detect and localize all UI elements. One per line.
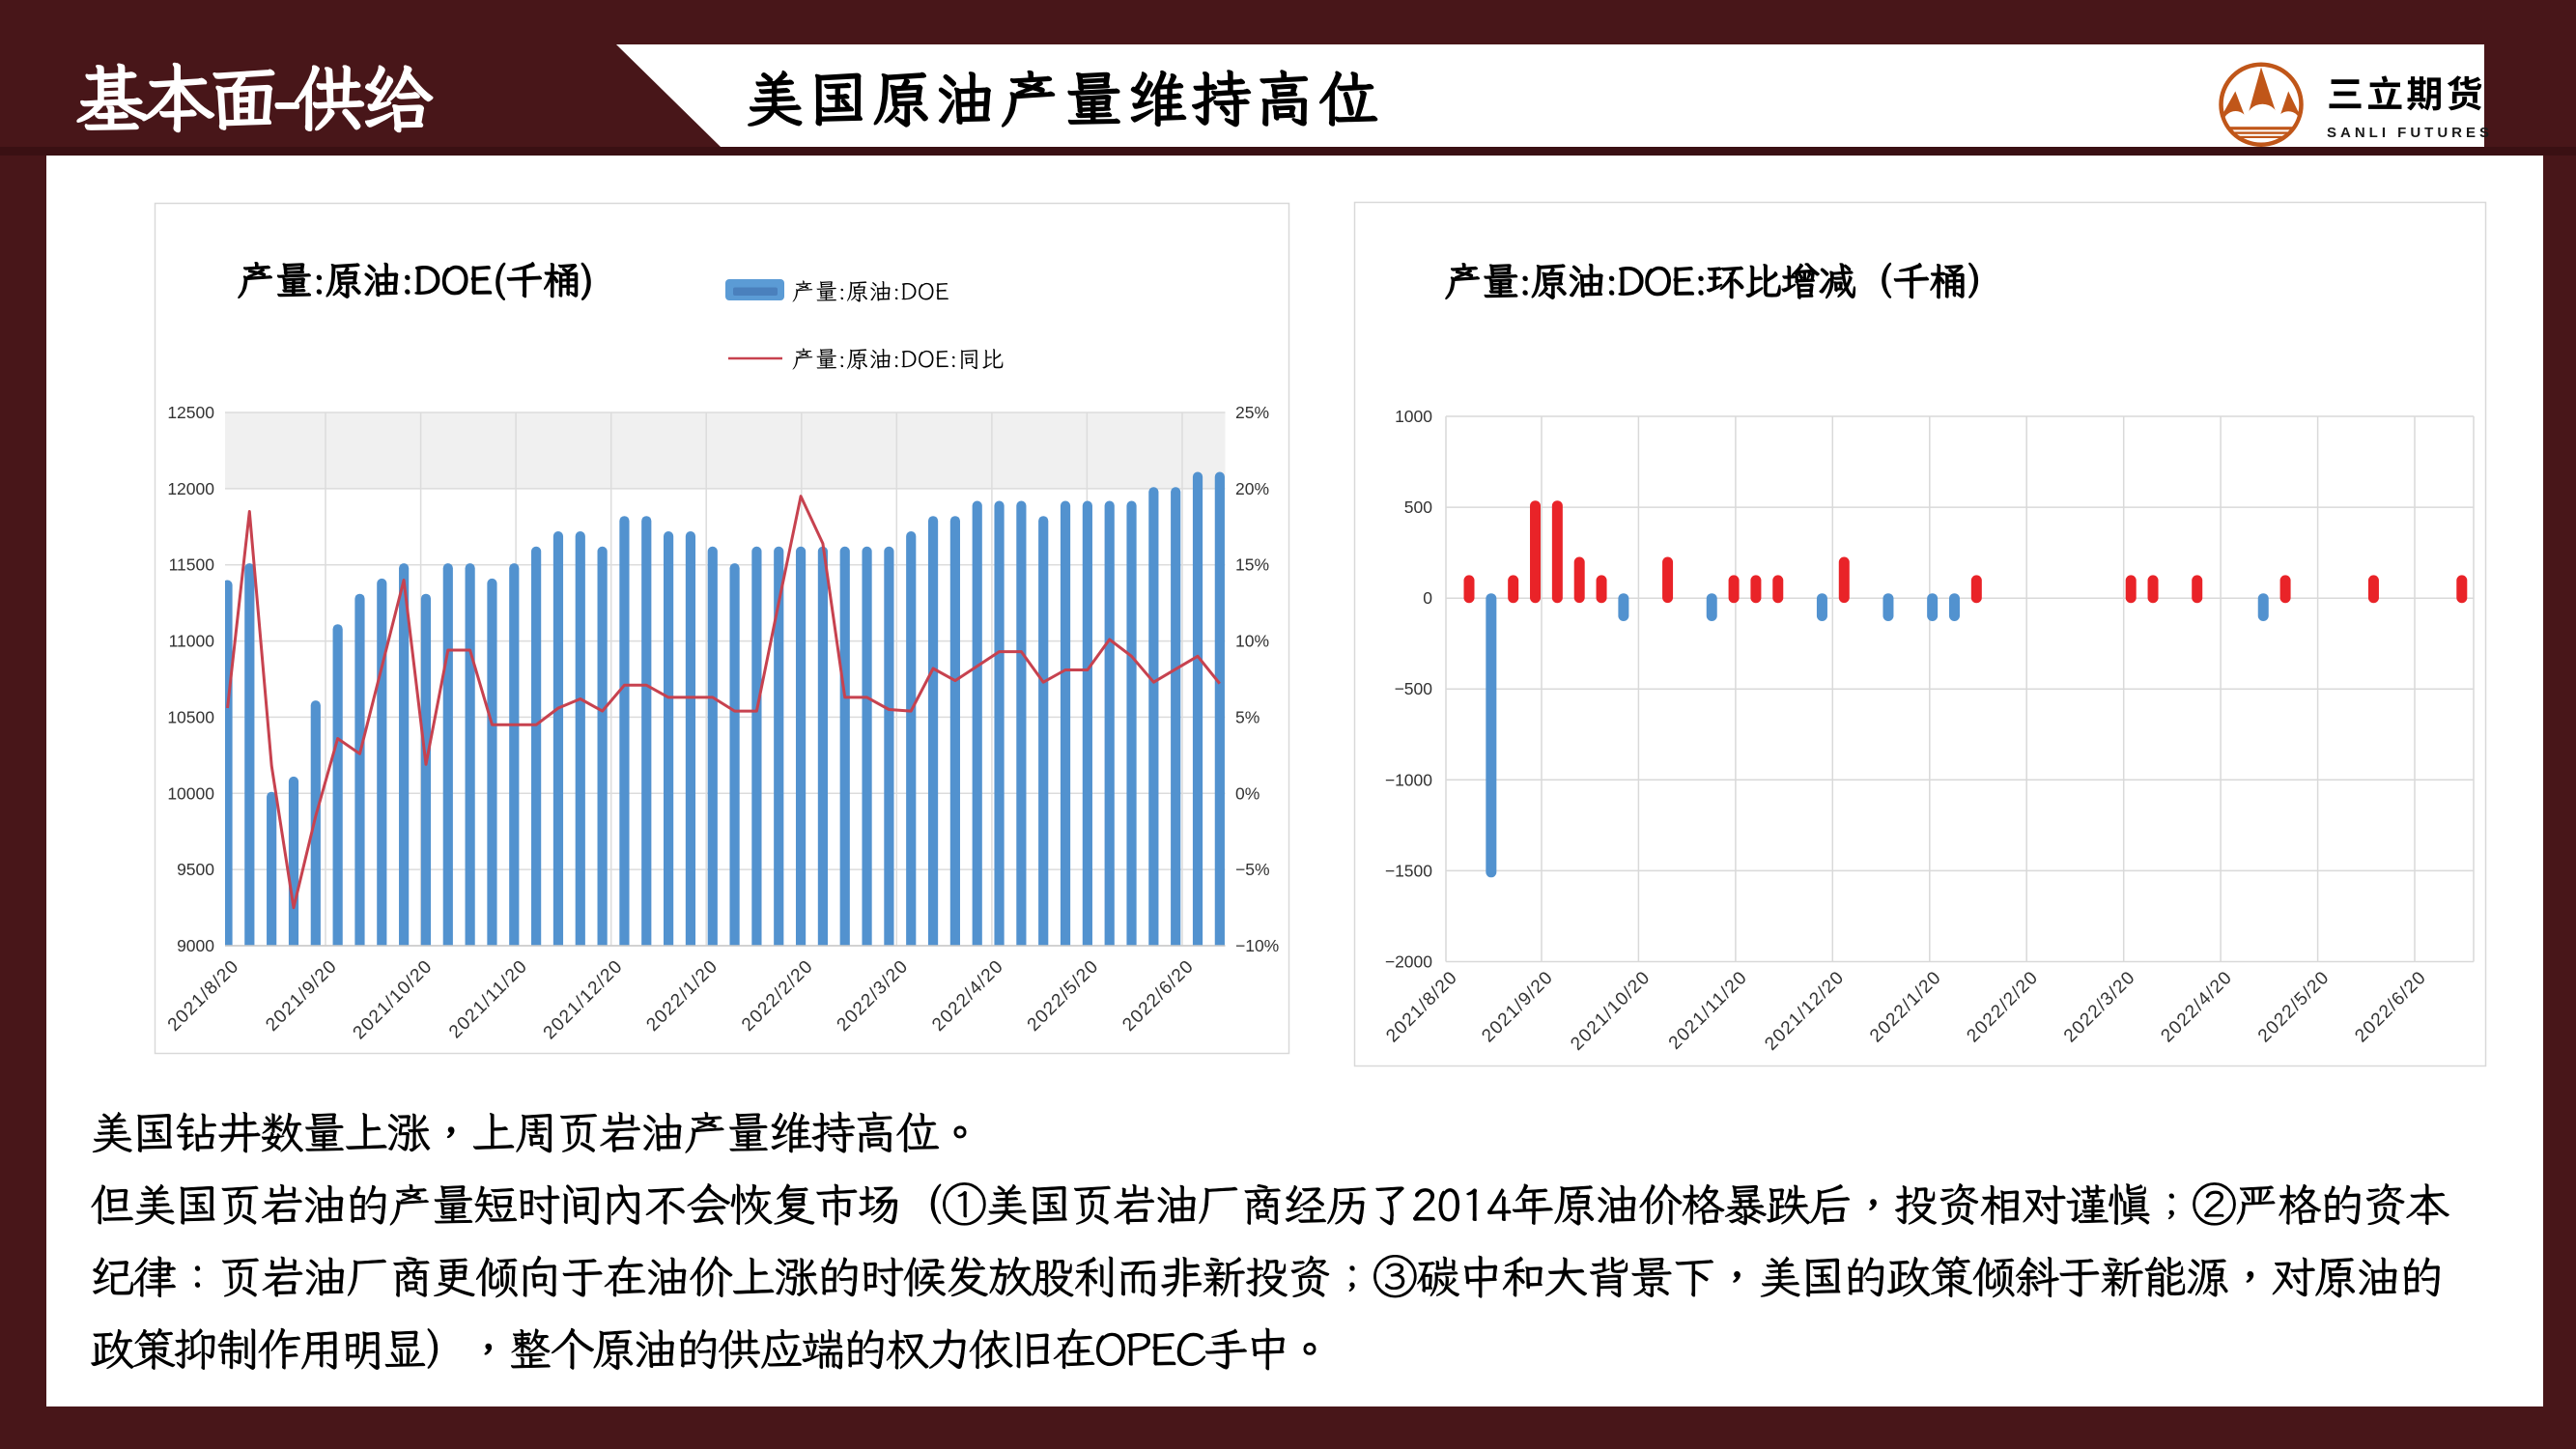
svg-text:12000: 12000 — [167, 479, 214, 498]
svg-text:11500: 11500 — [169, 555, 215, 575]
svg-text:500: 500 — [1404, 497, 1432, 517]
svg-text:10%: 10% — [1235, 632, 1269, 651]
svg-text:1000: 1000 — [1395, 407, 1432, 426]
svg-text:0%: 0% — [1235, 783, 1260, 803]
svg-text:9000: 9000 — [177, 936, 214, 955]
svg-text:5%: 5% — [1235, 707, 1260, 726]
svg-text:15%: 15% — [1235, 555, 1269, 575]
svg-text:12500: 12500 — [167, 403, 214, 422]
svg-text:−2000: −2000 — [1385, 952, 1432, 972]
svg-text:SANLI FUTURES: SANLI FUTURES — [2327, 125, 2493, 141]
svg-text:11000: 11000 — [169, 632, 215, 651]
svg-text:9500: 9500 — [177, 860, 214, 879]
svg-text:−500: −500 — [1395, 679, 1433, 698]
svg-text:−5%: −5% — [1235, 860, 1270, 879]
svg-text:10500: 10500 — [167, 707, 214, 726]
svg-text:−10%: −10% — [1235, 936, 1279, 955]
svg-text:−1500: −1500 — [1385, 861, 1432, 880]
svg-text:20%: 20% — [1235, 479, 1269, 498]
svg-text:10000: 10000 — [167, 783, 214, 803]
svg-text:−1000: −1000 — [1385, 770, 1432, 789]
svg-text:25%: 25% — [1235, 403, 1269, 422]
svg-text:0: 0 — [1423, 588, 1432, 608]
